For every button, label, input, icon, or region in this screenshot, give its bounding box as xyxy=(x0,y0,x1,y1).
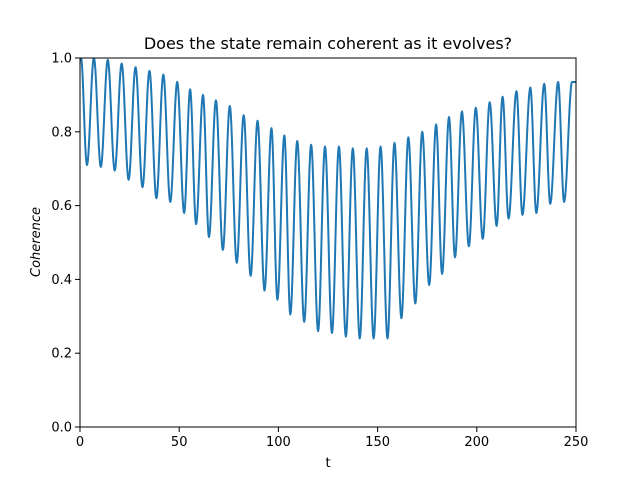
y-tick-label: 0.8 xyxy=(51,125,72,140)
y-tick-label: 0.0 xyxy=(51,421,72,436)
y-tick-label: 0.6 xyxy=(51,199,72,214)
x-tick-label: 200 xyxy=(464,435,489,450)
x-axis: 0 50 100 150 200 250 xyxy=(76,427,589,450)
x-axis-label: t xyxy=(325,456,330,471)
x-tick-label: 150 xyxy=(365,435,390,450)
plot-frame xyxy=(79,57,577,428)
y-tick-label: 0.4 xyxy=(51,273,72,288)
x-tick-label: 50 xyxy=(171,435,188,450)
x-tick-label: 250 xyxy=(564,435,589,450)
x-tick-label: 0 xyxy=(76,435,84,450)
plot-area xyxy=(79,57,577,428)
series-line xyxy=(80,58,576,340)
y-axis-label: Coherence xyxy=(29,207,44,277)
y-tick-label: 1.0 xyxy=(51,52,72,67)
y-axis: 0.0 0.2 0.4 0.6 0.8 1.0 xyxy=(51,52,80,436)
chart-title: Does the state remain coherent as it evo… xyxy=(144,34,512,53)
y-tick-label: 0.2 xyxy=(51,347,72,362)
x-tick-label: 100 xyxy=(266,435,291,450)
